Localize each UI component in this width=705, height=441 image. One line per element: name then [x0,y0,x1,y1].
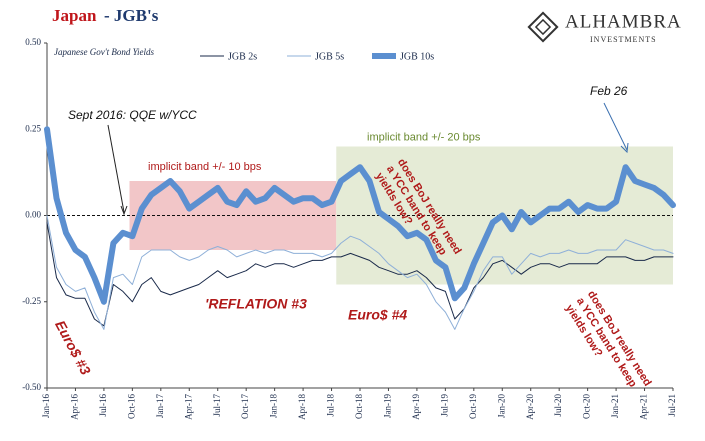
band-label: implicit band +/- 20 bps [367,131,481,143]
logo-text: ALHAMBRA [565,11,682,32]
y-tick-label: 0.50 [25,37,41,47]
legend-label: JGB 10s [400,51,434,62]
annotation: Sept 2016: QQE w/YCC [68,108,197,122]
chart-title: - JGB's [104,6,159,25]
x-tick-label: Apr-16 [70,394,80,420]
x-tick-label: Jan-16 [41,394,51,418]
legend-label: JGB 2s [228,51,257,62]
y-tick-label: -0.50 [22,382,41,392]
series-line [46,221,674,327]
subtitle: Japanese Gov't Bond Yields [54,47,154,57]
x-tick-label: Apr-18 [297,394,307,420]
x-tick-label: Oct-20 [582,394,592,419]
x-tick-label: Jul-20 [553,394,563,417]
logo-subtext: INVESTMENTS [590,35,657,44]
x-tick-label: Oct-18 [354,394,364,419]
x-tick-label: Oct-17 [240,394,250,419]
x-tick-label: Apr-17 [183,394,193,420]
x-tick-label: Oct-19 [468,394,478,419]
annotation: Feb 26 [590,84,628,98]
x-tick-label: Jan-17 [155,394,165,418]
y-tick-label: -0.25 [22,296,41,306]
y-tick-label: 0.00 [25,210,41,220]
x-tick-label: Jan-21 [610,394,620,418]
chart-title: Japan [52,6,97,25]
annotation: 'REFLATION #3 [205,296,307,312]
x-tick-label: Jul-16 [98,394,108,417]
x-tick-label: Jul-19 [439,394,449,417]
logo-mark [527,11,559,43]
x-tick-label: Apr-20 [525,394,535,420]
x-tick-label: Jan-19 [383,394,393,418]
legend-label: JGB 5s [315,51,344,62]
x-tick-label: Jul-21 [667,394,677,417]
x-tick-label: Apr-21 [639,394,649,420]
arrow-head [620,142,629,154]
arrow [603,102,628,151]
x-tick-label: Jul-17 [212,394,222,417]
x-tick-label: Jan-18 [269,394,279,418]
y-tick-label: 0.25 [25,123,41,133]
logo: ALHAMBRA INVESTMENTS [527,11,682,44]
arrow-head [120,205,128,216]
x-tick-label: Oct-16 [126,394,136,419]
x-tick-label: Jul-18 [326,394,336,417]
series-line [44,126,676,305]
arrow [107,124,125,213]
annotation: Euro$ #3 [52,318,94,378]
series-line [46,215,674,330]
x-tick-label: Apr-19 [411,394,421,420]
x-tick-label: Jan-20 [496,394,506,418]
annotation: Euro$ #4 [348,307,407,323]
annotation-group: does BoJ really need a YCC band to keep … [563,289,654,390]
band-label: implicit band +/- 10 bps [148,161,262,173]
